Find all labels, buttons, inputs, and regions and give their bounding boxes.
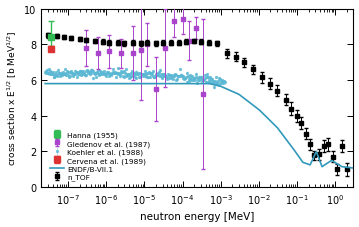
ENDF/B-VII.1 xyxy=(308,164,312,166)
ENDF/B-VII.1 xyxy=(239,95,243,98)
ENDF/B-VII.1 xyxy=(62,83,66,86)
ENDF/B-VII.1 xyxy=(229,90,234,93)
ENDF/B-VII.1 xyxy=(276,128,280,131)
ENDF/B-VII.1 xyxy=(222,87,226,89)
X-axis label: neutron energy [MeV]: neutron energy [MeV] xyxy=(140,212,255,222)
Legend: Hanna (1955), Gledenov et al. (1987), Koehler et al. (1988), Cervena et al. (198: Hanna (1955), Gledenov et al. (1987), Ko… xyxy=(48,130,152,182)
ENDF/B-VII.1 xyxy=(43,83,47,86)
ENDF/B-VII.1 xyxy=(350,167,355,170)
Line: ENDF/B-VII.1: ENDF/B-VII.1 xyxy=(45,84,353,168)
Y-axis label: cross section x E$^{1/2}$ [b MeV$^{1/2}$]: cross section x E$^{1/2}$ [b MeV$^{1/2}$… xyxy=(5,31,19,166)
